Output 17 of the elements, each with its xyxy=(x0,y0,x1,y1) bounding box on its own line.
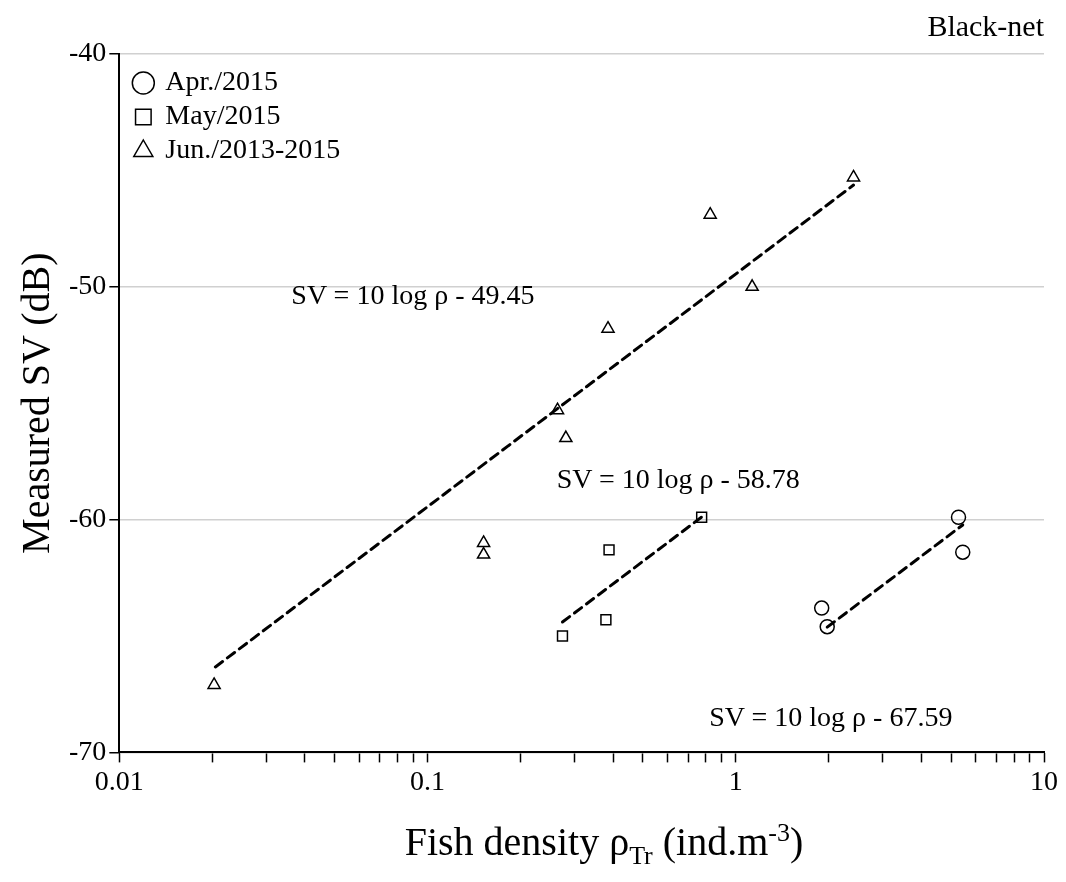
x-tick-label: 10 xyxy=(1030,764,1058,796)
annotation: SV = 10 log ρ - 58.78 xyxy=(556,463,800,495)
annotation: SV = 10 log ρ - 49.45 xyxy=(291,279,535,311)
legend-label: Jun./2013-2015 xyxy=(165,133,341,165)
y-axis-title: Measured SV (dB) xyxy=(12,252,58,554)
chart-title: Black-net xyxy=(927,8,1045,42)
y-tick-label: -50 xyxy=(69,269,107,301)
y-tick-label: -40 xyxy=(69,36,107,68)
x-tick-label: 0.1 xyxy=(410,764,446,796)
y-tick-label: -70 xyxy=(69,734,107,766)
x-axis-title: Fish density ρ$_{Tr}$ (ind.m$^{-3}$) xyxy=(403,818,805,872)
y-tick-label: -60 xyxy=(69,501,107,533)
x-tick-label: 1 xyxy=(728,764,743,796)
legend-label: May/2015 xyxy=(165,99,281,131)
annotation: SV = 10 log ρ - 67.59 xyxy=(709,701,953,733)
x-tick-label: 0.01 xyxy=(94,764,144,796)
legend-label: Apr./2015 xyxy=(165,65,279,97)
